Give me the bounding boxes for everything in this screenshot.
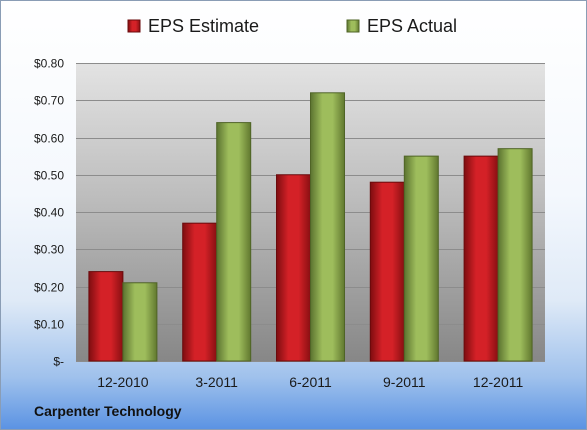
legend-swatch [127, 19, 141, 33]
x-tick-label: 12-2011 [473, 374, 524, 390]
y-axis: $- $0.10 $0.20 $0.30 $0.40 $0.50 $0.60 $0.70 $0.… [34, 57, 64, 369]
x-tick-label: 3-2011 [195, 374, 238, 390]
legend: EPS Estimate EPS Actual [127, 16, 457, 36]
y-tick-label: $0.80 [34, 57, 64, 71]
x-axis: 12-2010 3-2011 6-2011 9-2011 12-2011 [97, 374, 523, 390]
bar-eps-estimate [88, 271, 124, 362]
x-tick-label: 6-2011 [289, 374, 332, 390]
company-label: Carpenter Technology [34, 403, 182, 419]
legend-swatch [346, 19, 360, 33]
bar-eps-actual [216, 122, 252, 362]
bar-eps-estimate [463, 155, 499, 362]
bars [88, 92, 533, 362]
x-tick-label: 9-2011 [383, 374, 426, 390]
bar-eps-actual [403, 155, 439, 362]
bar-eps-estimate [369, 181, 405, 362]
x-tick-label: 12-2010 [97, 374, 149, 390]
bar-eps-estimate [182, 222, 218, 362]
bar-eps-actual [122, 282, 158, 362]
y-tick-label: $0.60 [34, 132, 64, 146]
bar-eps-actual [310, 92, 345, 362]
y-tick-label: $- [53, 355, 64, 369]
y-tick-label: $0.20 [34, 281, 64, 295]
bar-eps-estimate [276, 174, 311, 362]
y-tick-label: $0.30 [34, 243, 64, 257]
legend-label: EPS Estimate [148, 16, 259, 36]
y-tick-label: $0.40 [34, 206, 64, 220]
y-tick-label: $0.50 [34, 169, 64, 183]
y-tick-label: $0.70 [34, 94, 64, 108]
bar-eps-actual [497, 148, 533, 362]
y-tick-label: $0.10 [34, 318, 64, 332]
legend-label: EPS Actual [367, 16, 457, 36]
